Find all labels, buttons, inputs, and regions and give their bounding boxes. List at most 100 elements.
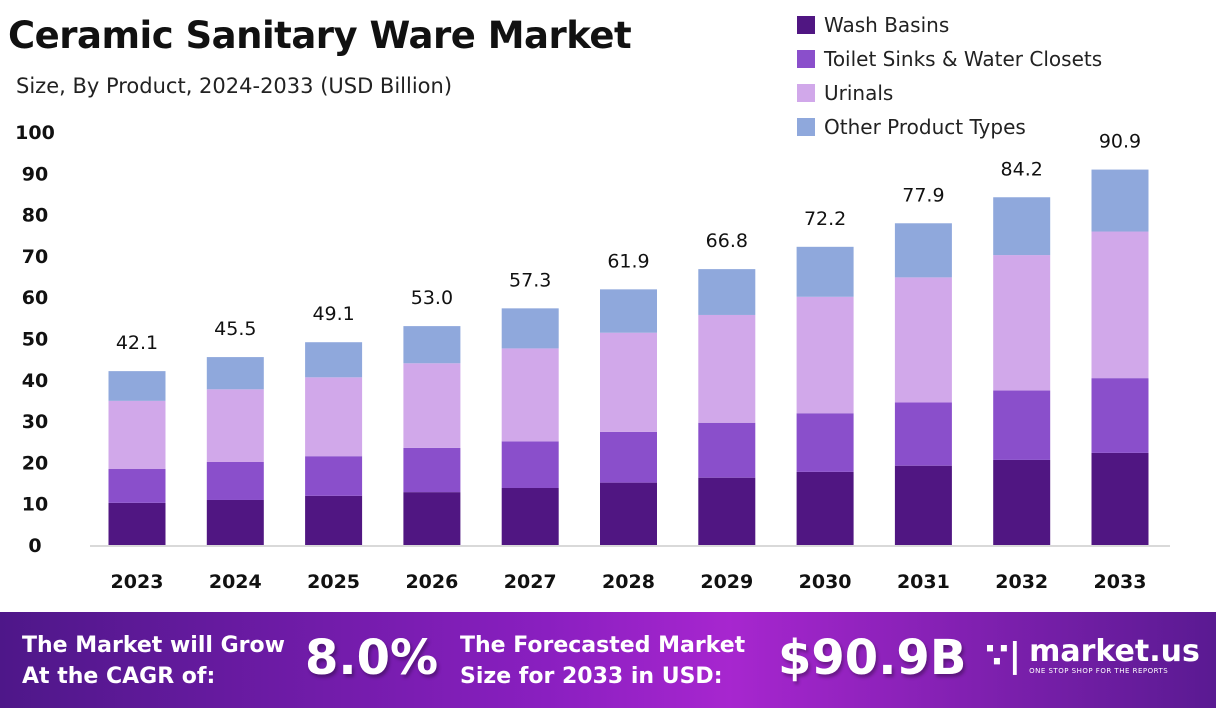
legend-label: Wash Basins <box>824 13 950 37</box>
data-label-total: 66.8 <box>706 230 748 252</box>
bar-segment-wash-basins <box>108 502 166 545</box>
y-tick-label: 60 <box>22 287 48 309</box>
legend-swatch <box>797 50 815 68</box>
data-label-total: 61.9 <box>607 250 649 272</box>
x-tick-label: 2029 <box>700 571 753 593</box>
y-tick-label: 40 <box>22 370 48 392</box>
bar-segment-wash-basins <box>501 488 559 545</box>
bar-segment-wash-basins <box>796 471 854 545</box>
bar-segment-toilet-sinks-water-closets <box>698 422 756 478</box>
y-tick-label: 10 <box>22 494 48 516</box>
bar-segment-toilet-sinks-water-closets <box>796 413 854 472</box>
bar-segment-urinals <box>698 314 756 423</box>
bar-segment-urinals <box>894 277 952 403</box>
y-tick-label: 50 <box>22 329 48 351</box>
chart-subtitle: Size, By Product, 2024-2033 (USD Billion… <box>16 74 453 98</box>
bar-segment-toilet-sinks-water-closets <box>403 447 461 493</box>
bar-segment-toilet-sinks-water-closets <box>1091 378 1149 453</box>
x-tick-label: 2024 <box>209 571 262 593</box>
data-label-total: 57.3 <box>509 269 551 291</box>
bar-segment-other-product-types <box>600 289 657 333</box>
legend-label: Urinals <box>824 81 894 105</box>
bar-segment-wash-basins <box>993 459 1051 545</box>
bar-segment-wash-basins <box>1091 452 1149 545</box>
legend-swatch <box>797 84 815 102</box>
bar-segment-other-product-types <box>206 357 264 390</box>
legend-swatch <box>797 16 815 34</box>
y-tick-label: 80 <box>22 205 48 227</box>
bar-segment-wash-basins <box>698 477 756 545</box>
data-label-total: 42.1 <box>116 332 158 354</box>
y-tick-label: 100 <box>15 122 55 144</box>
legend-item-other: Other Product Types <box>797 110 1102 144</box>
footer-banner: The Market will Grow At the CAGR of: 8.0%… <box>0 612 1216 708</box>
bar-segment-other-product-types <box>796 246 854 297</box>
forecast-label-line1: The Forecasted Market <box>460 633 746 658</box>
bar-segment-urinals <box>108 400 166 470</box>
bar-segment-urinals <box>206 389 264 462</box>
legend: Wash Basins Toilet Sinks & Water Closets… <box>797 8 1102 144</box>
cagr-label-line2: At the CAGR of: <box>22 664 216 689</box>
stacked-bar-chart: 010203040506070809010042.1202345.5202449… <box>15 122 1170 593</box>
bar-segment-other-product-types <box>403 326 461 364</box>
data-label-total: 72.2 <box>804 208 846 230</box>
bar-segment-toilet-sinks-water-closets <box>501 441 559 489</box>
forecast-label: The Forecasted Market Size for 2033 in US… <box>460 630 745 692</box>
bar-segment-urinals <box>403 363 461 448</box>
x-tick-label: 2031 <box>897 571 950 593</box>
x-tick-label: 2025 <box>307 571 360 593</box>
bar-segment-toilet-sinks-water-closets <box>305 456 363 496</box>
legend-item-urinals: Urinals <box>797 76 1102 110</box>
x-tick-label: 2028 <box>602 571 655 593</box>
data-label-total: 90.9 <box>1099 131 1141 153</box>
bar-segment-toilet-sinks-water-closets <box>108 469 166 503</box>
chart-title: Ceramic Sanitary Ware Market <box>8 14 632 57</box>
bar-segment-wash-basins <box>305 495 363 545</box>
brand-tagline: ONE STOP SHOP FOR THE REPORTS <box>1029 667 1169 675</box>
bar-segment-toilet-sinks-water-closets <box>206 461 264 500</box>
bar-segment-toilet-sinks-water-closets <box>600 431 657 483</box>
x-tick-label: 2023 <box>111 571 164 593</box>
forecast-label-line2: Size for 2033 in USD: <box>460 664 723 689</box>
y-tick-label: 20 <box>22 452 48 474</box>
data-label-total: 84.2 <box>1001 158 1043 180</box>
bar-segment-urinals <box>1091 231 1149 379</box>
x-tick-label: 2032 <box>995 571 1048 593</box>
bar-segment-other-product-types <box>1091 169 1149 232</box>
bar-segment-wash-basins <box>206 499 264 545</box>
data-label-total: 77.9 <box>902 184 944 206</box>
bar-segment-wash-basins <box>600 482 657 545</box>
x-tick-label: 2033 <box>1094 571 1147 593</box>
data-label-total: 45.5 <box>214 318 256 340</box>
bar-segment-other-product-types <box>501 308 559 349</box>
bar-segment-urinals <box>501 348 559 442</box>
data-label-total: 49.1 <box>312 303 354 325</box>
cagr-label: The Market will Grow At the CAGR of: <box>22 630 285 692</box>
data-label-total: 53.0 <box>411 287 453 309</box>
y-tick-label: 30 <box>22 411 48 433</box>
cagr-label-line1: The Market will Grow <box>22 633 285 658</box>
legend-item-toilet-sinks: Toilet Sinks & Water Closets <box>797 42 1102 76</box>
bar-segment-other-product-types <box>993 197 1051 256</box>
bar-segment-other-product-types <box>305 342 363 378</box>
x-tick-label: 2030 <box>799 571 852 593</box>
brand-name: market.us <box>1029 634 1200 669</box>
bar-segment-other-product-types <box>108 371 166 401</box>
bar-segment-other-product-types <box>894 223 952 278</box>
bar-segment-toilet-sinks-water-closets <box>993 390 1051 460</box>
bar-segment-urinals <box>600 332 657 432</box>
bar-segment-other-product-types <box>698 269 756 315</box>
bar-segment-wash-basins <box>403 492 461 545</box>
bar-segment-urinals <box>993 255 1051 391</box>
bar-segment-urinals <box>305 377 363 457</box>
legend-item-wash-basins: Wash Basins <box>797 8 1102 42</box>
x-tick-label: 2026 <box>405 571 458 593</box>
bar-segment-urinals <box>796 296 854 414</box>
legend-label: Toilet Sinks & Water Closets <box>824 47 1103 71</box>
market-us-logo-icon: ∵| <box>985 636 1022 676</box>
y-tick-label: 90 <box>22 163 48 185</box>
cagr-value: 8.0% <box>305 630 439 686</box>
forecast-value: $90.9B <box>778 630 967 686</box>
brand-logo: ∵| market.us ONE STOP SHOP FOR THE REPORT… <box>985 636 1200 676</box>
y-tick-label: 0 <box>28 535 41 557</box>
